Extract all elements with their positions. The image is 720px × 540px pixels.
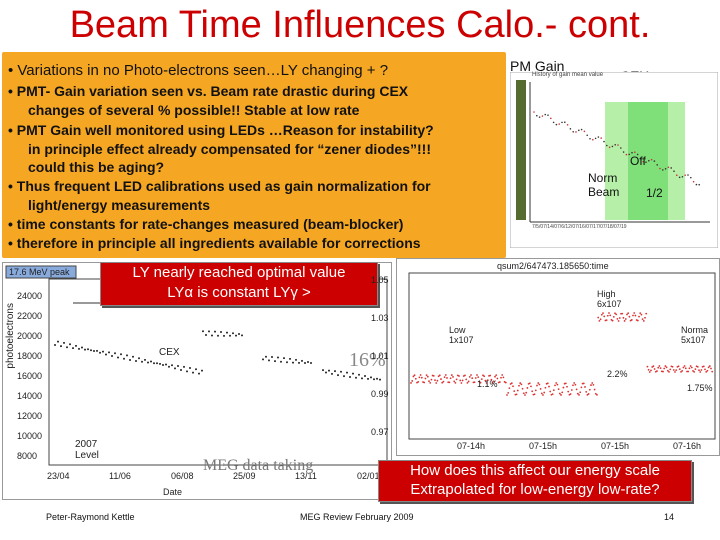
ly-ytick: 14000 <box>17 391 43 401</box>
p1-label: 1.1% <box>477 379 498 389</box>
gain-ytick: 0.97 <box>371 427 389 437</box>
ly-chart-svg <box>5 265 388 466</box>
pct-label: 16% <box>349 349 386 371</box>
ly-xtick: 06/08 <box>171 471 194 481</box>
low-label: Low 1x107 <box>449 325 474 345</box>
ly-xtick: 25/09 <box>233 471 256 481</box>
pm-gain-title: PM Gain <box>510 58 565 74</box>
gain-header: qsum2/647473.185650:time <box>497 261 609 271</box>
p3-label: 1.75% <box>687 383 713 393</box>
gain-ytick: 1.05 <box>371 275 389 285</box>
bullet-2-cont: changes of several % possible!! Stable a… <box>28 102 360 118</box>
ly-xtick: 02/01 <box>357 471 380 481</box>
footer-event: MEG Review February 2009 <box>300 512 414 522</box>
bullet-3: • PMT Gain well monitored using LEDs …Re… <box>8 122 434 138</box>
bullet-5: • time constants for rate-changes measur… <box>8 216 404 232</box>
ly-xtick: 13/11 <box>295 471 317 481</box>
normal-label: Norma 5x107 <box>681 325 709 345</box>
footer-page: 14 <box>664 512 675 522</box>
ly-ylabel: photoelectrons <box>5 303 16 369</box>
question-note: How does this affect our energy scale Ex… <box>378 460 692 502</box>
gain-xtick: 07-15h <box>601 441 630 451</box>
bullet-4-cont: light/energy measurements <box>28 197 211 213</box>
meg-label: MEG data taking <box>203 457 314 474</box>
ly-header: 17.6 MeV peak <box>9 267 70 277</box>
bullet-1: • Variations in no Photo-electrons seen…… <box>8 62 389 79</box>
bullet-panel: • Variations in no Photo-electrons seen…… <box>2 52 506 258</box>
pm-gain-chart <box>510 72 718 248</box>
cex-tag: CEX <box>159 347 180 358</box>
ly-note: LY nearly reached optimal value LYα is c… <box>100 262 378 306</box>
bullet-4: • Thus frequent LED calibrations used as… <box>8 178 431 194</box>
ly-xlabel: Date <box>163 487 183 497</box>
ly-xtick: 11/06 <box>109 471 131 481</box>
gain-xtick: 07-16h <box>673 441 702 451</box>
bullet-3-cont1: in principle effect already compensated … <box>28 141 431 157</box>
bullet-2: • PMT- Gain variation seen vs. Beam rate… <box>8 83 409 99</box>
gain-ytick: 1.03 <box>371 313 389 323</box>
gain-ytick: 0.99 <box>371 389 389 399</box>
gain-xtick: 07-14h <box>457 441 486 451</box>
ly-ytick: 16000 <box>17 371 43 381</box>
gain-ytick: 1.01 <box>371 351 389 361</box>
footer-author: Peter-Raymond Kettle <box>46 512 135 522</box>
level-label: 2007 Level <box>75 439 99 461</box>
gain-xtick: 07-15h <box>529 441 558 451</box>
ly-ytick: 22000 <box>17 311 43 321</box>
bullet-3-cont2: could this be aging? <box>28 159 165 175</box>
p2-label: 2.2% <box>607 369 628 379</box>
bullet-6: • therefore in principle all ingredients… <box>8 235 421 251</box>
ly-ytick: 20000 <box>17 331 43 341</box>
off-label: Off <box>630 154 646 168</box>
ly-ytick: 18000 <box>17 351 43 361</box>
norm-beam-label: Norm Beam <box>588 171 620 199</box>
ly-ytick: 8000 <box>17 451 38 461</box>
gain-rate-chart: qsum2/647473.185650:time 1.05 1.03 1.01 0.9… <box>371 258 720 456</box>
ly-ytick: 12000 <box>17 411 43 421</box>
gain-rate-svg <box>408 272 716 440</box>
pm-gain-panel: PM Gain CEX π - Off Norm Beam 1/2 Histor… <box>510 58 718 248</box>
page-title: Beam Time Influences Calo.- cont. <box>69 4 651 46</box>
pm-plot-axis: 7/5/07/14/07/6/12/07/16/07/17/07/18/07/1… <box>532 224 627 230</box>
ly-xtick: 23/04 <box>47 471 70 481</box>
half-label: 1/2 <box>646 186 663 200</box>
ly-ytick: 24000 <box>17 291 43 301</box>
high-label: High 6x107 <box>597 289 622 309</box>
ly-ytick: 10000 <box>17 431 43 441</box>
pm-plot-title: History of gain mean value <box>532 72 604 78</box>
dark-band <box>516 80 526 220</box>
